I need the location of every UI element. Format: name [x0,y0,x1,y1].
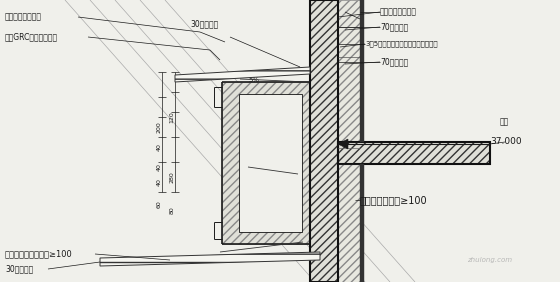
Polygon shape [100,252,320,266]
Bar [338,164,360,282]
Text: 30厚聚苯板: 30厚聚苯板 [5,265,33,274]
Bar [338,142,490,164]
Text: 翻包网格布转角≥100: 翻包网格布转角≥100 [360,195,428,205]
Bar [338,0,360,142]
Bar [239,94,302,232]
Bar [310,0,338,282]
Text: 40: 40 [156,143,161,151]
Text: 装饰格线轻钢支架: 装饰格线轻钢支架 [5,12,42,21]
Text: 37.000: 37.000 [490,138,521,147]
Polygon shape [175,67,310,82]
Text: 5%: 5% [248,77,259,83]
Polygon shape [338,139,348,149]
Text: 成品GRC外墙装饰檐线: 成品GRC外墙装饰檐线 [5,32,58,41]
Text: 70厚聚苯板: 70厚聚苯板 [380,58,408,67]
Bar [360,164,364,282]
Text: 60: 60 [156,200,161,208]
Text: 30厚聚苯板: 30厚聚苯板 [190,19,218,28]
Bar [360,0,364,142]
Text: 40: 40 [156,178,161,186]
Text: 280: 280 [170,171,175,183]
Bar [310,0,338,282]
Text: 空调: 空调 [253,127,263,136]
Text: 3～5厚防裂面层砂浆复合材料网格布: 3～5厚防裂面层砂浆复合材料网格布 [365,41,437,47]
Text: 70厚岩棉板: 70厚岩棉板 [380,23,408,32]
Text: 岩棉板专用锚固件: 岩棉板专用锚固件 [380,8,417,17]
Text: 居室: 居室 [500,118,509,127]
Bar [222,82,310,244]
Text: 附加网格布转角长度≥100: 附加网格布转角长度≥100 [5,250,73,259]
Bar [338,0,360,142]
Text: 5%: 5% [245,227,256,233]
Text: 120: 120 [170,111,175,123]
Text: 80: 80 [170,206,175,214]
Text: zhulong.com: zhulong.com [468,257,512,263]
Text: 200: 200 [156,121,161,133]
Bar [338,142,490,164]
Text: 1%: 1% [250,169,262,175]
Text: 40: 40 [156,163,161,171]
